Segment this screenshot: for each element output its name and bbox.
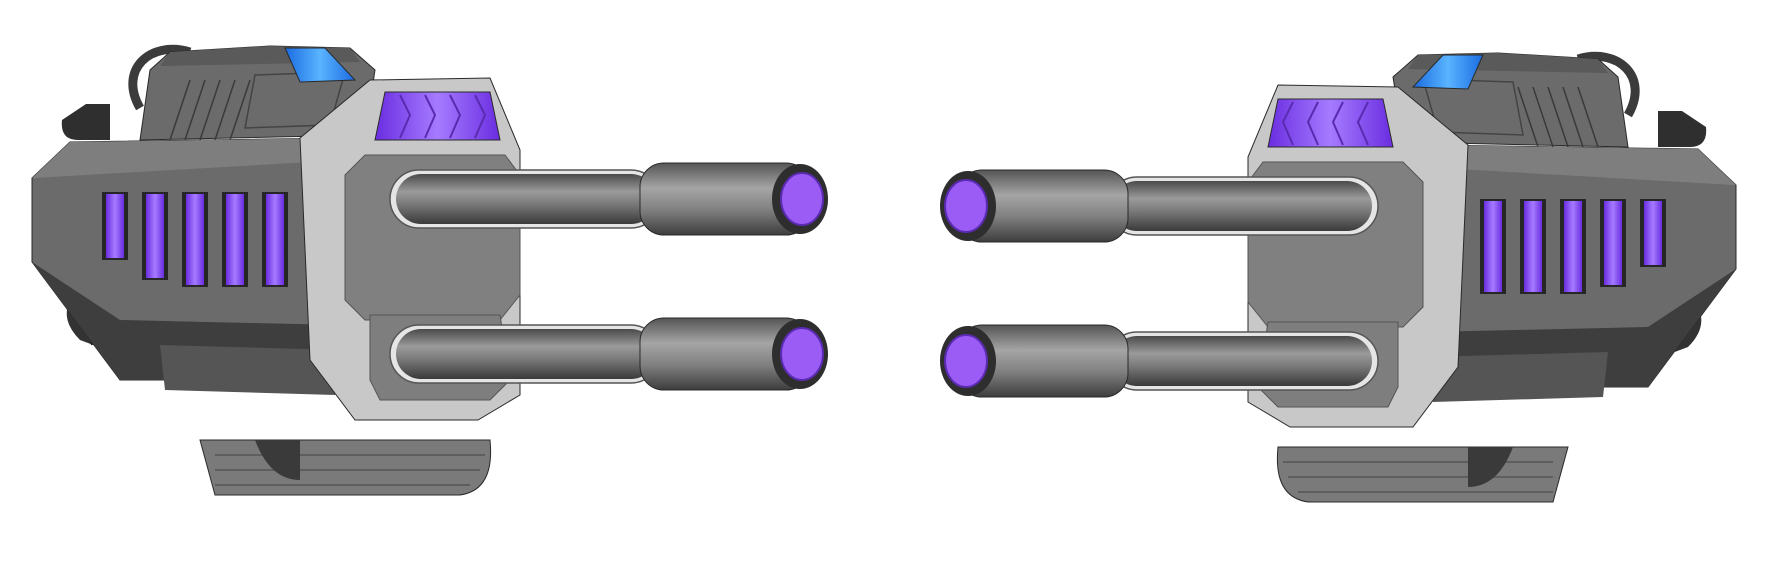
bottom-skid — [1276, 446, 1569, 503]
lower-barrel — [940, 324, 1379, 398]
purple-intake — [374, 91, 501, 141]
turret-sprite-facing-right — [31, 44, 828, 496]
purple-intake — [1267, 98, 1394, 148]
purple-vents — [1480, 199, 1666, 294]
rear-cable — [1576, 51, 1640, 118]
lower-barrel — [389, 317, 828, 391]
blue-indicator-light — [284, 47, 357, 83]
blue-indicator-light — [1411, 54, 1484, 90]
upper-barrel — [389, 162, 828, 236]
turret-sprite-facing-left — [884, 0, 1768, 570]
purple-vents — [102, 192, 288, 287]
bottom-skid — [199, 439, 492, 496]
rear-cable — [128, 44, 192, 111]
upper-barrel — [940, 169, 1379, 243]
